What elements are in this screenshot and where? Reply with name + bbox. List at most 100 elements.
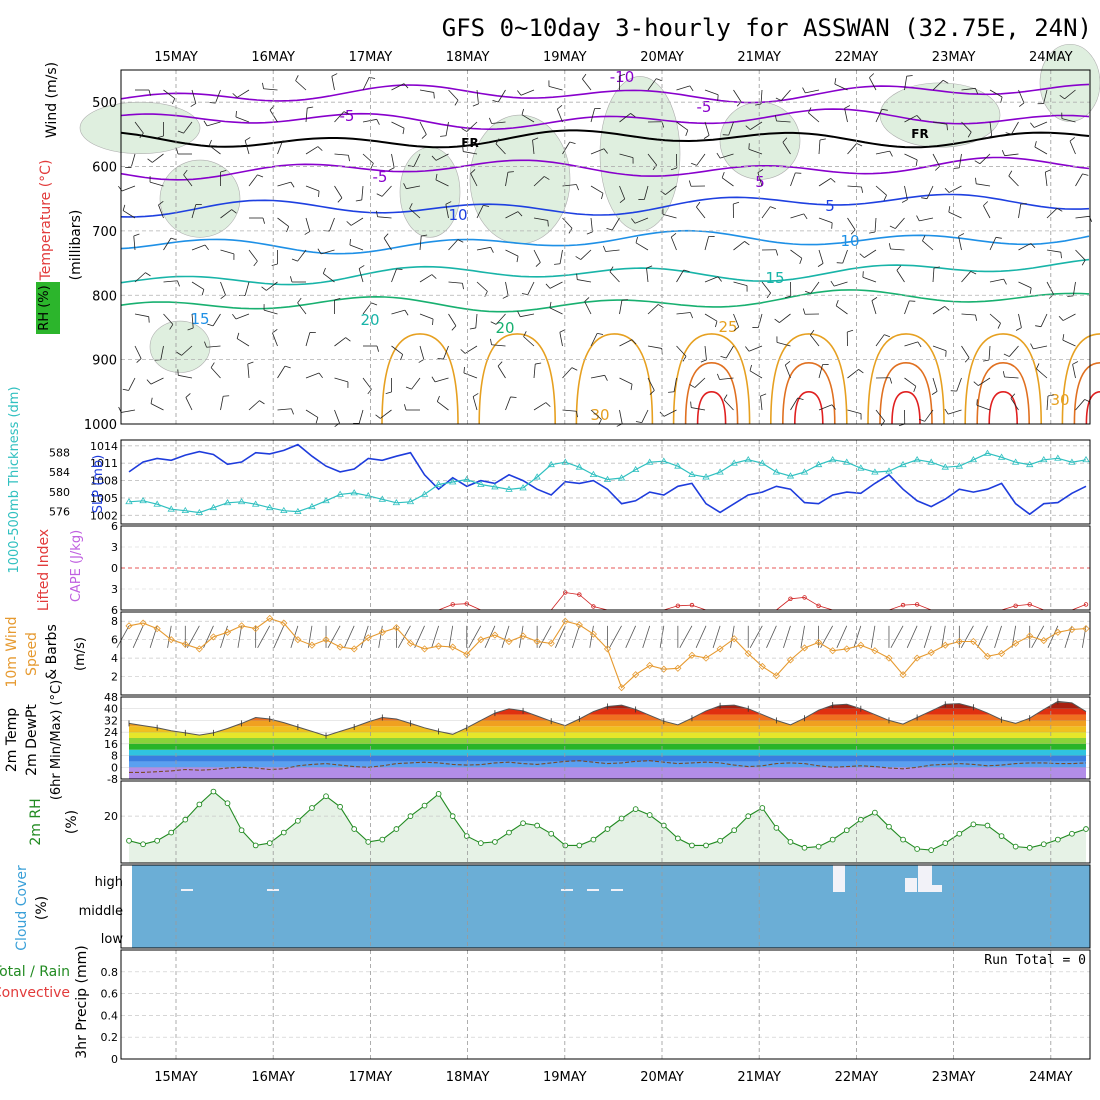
wind-barb-flag xyxy=(257,174,264,178)
wind-speed-point xyxy=(646,661,654,670)
rh-point xyxy=(210,788,217,795)
wind-barb xyxy=(448,239,459,251)
wind-barb-flag xyxy=(146,379,152,385)
wind-speed-point xyxy=(1040,637,1048,645)
wind-barb xyxy=(647,304,659,315)
wind-barb xyxy=(932,153,940,167)
wind-barb xyxy=(835,305,848,315)
date-label-top: 17MAY xyxy=(349,50,393,65)
wind-barb xyxy=(497,365,506,379)
wind-barb xyxy=(784,364,791,379)
wind-barb xyxy=(790,172,796,187)
wind-barb xyxy=(1046,207,1058,219)
surface-wind-barb xyxy=(625,625,637,648)
thickness-point xyxy=(1040,455,1048,463)
wind-barb xyxy=(895,217,905,229)
wind-barb-flag xyxy=(916,215,920,222)
wind-barb xyxy=(1044,172,1048,187)
wind-barb xyxy=(377,216,392,219)
wind-barb-flag xyxy=(547,220,549,227)
wind-barb-flag xyxy=(1069,137,1075,142)
cape-label: CAPE (J/kg) xyxy=(69,530,84,602)
wind-barb xyxy=(781,89,791,101)
wind-barb-flag xyxy=(317,248,322,255)
wind-barb xyxy=(183,174,193,187)
wind-speed-point xyxy=(533,637,541,646)
temp-band xyxy=(129,720,1086,727)
wind-barb xyxy=(665,185,677,195)
wind-barb xyxy=(277,408,292,411)
wind-barb xyxy=(266,281,278,291)
surface-wind-barb xyxy=(237,625,242,648)
panel-frame-wind xyxy=(120,611,1091,696)
surface-wind-barb xyxy=(836,625,848,648)
wind-speed-point xyxy=(505,637,513,646)
cape-line xyxy=(550,592,608,611)
wind-barb-flag xyxy=(921,197,928,200)
wind-barb xyxy=(590,108,596,123)
wind-barb xyxy=(475,313,478,328)
wind-barb xyxy=(562,141,571,155)
wind-barb-flag xyxy=(554,263,561,265)
wind-barb xyxy=(505,172,509,187)
wind-barb xyxy=(305,185,320,192)
contour-label: 10 xyxy=(448,206,467,224)
temp-tick-label: 0 xyxy=(111,761,118,774)
wind-barb xyxy=(696,153,706,166)
wind-barb-flag xyxy=(376,193,383,197)
thickness-point xyxy=(491,483,499,490)
thickness-point xyxy=(153,500,161,507)
wind-speed-point xyxy=(730,635,738,643)
cape-line xyxy=(1071,604,1087,611)
rh-point xyxy=(815,843,822,850)
wind-barb xyxy=(896,270,905,283)
wind-barb xyxy=(476,89,479,104)
thickness-line xyxy=(128,452,1087,514)
wind-barb-flag xyxy=(532,137,539,141)
wind-barb xyxy=(676,269,685,283)
rh-point xyxy=(280,829,287,836)
wind-barb xyxy=(748,148,763,155)
wind-barb xyxy=(320,249,335,255)
warm-lobe-7-0 xyxy=(1061,333,1100,425)
wind-speed-point xyxy=(139,619,147,627)
wind-barb-flag xyxy=(517,211,523,217)
isotherm-line-6 xyxy=(120,258,1090,286)
rh-point xyxy=(379,836,386,843)
rh-point xyxy=(168,829,175,836)
wind-barb-flag xyxy=(785,361,791,366)
wind-speed-point xyxy=(308,641,316,649)
wind-barb-flag xyxy=(549,301,552,308)
cloud-gap-7 xyxy=(918,865,932,892)
wind-barb xyxy=(1033,121,1048,128)
thickness-point xyxy=(406,497,415,505)
wind-barb-flag xyxy=(385,391,392,394)
wind-barb xyxy=(495,143,506,155)
wind-barb xyxy=(1075,173,1083,187)
rh-point xyxy=(942,840,949,846)
wind-barb-flag xyxy=(576,184,579,191)
wind-barb-flag xyxy=(370,163,374,169)
wind-barb xyxy=(694,377,706,388)
wind-barb xyxy=(295,80,307,91)
wind-barb xyxy=(409,208,421,219)
wind-barb-flag xyxy=(235,110,237,118)
rh-point xyxy=(463,833,470,839)
wind-barb-flag xyxy=(349,238,351,246)
contour-label: 10 xyxy=(840,232,859,250)
wind-barb-flag xyxy=(901,199,908,203)
wind-barb xyxy=(419,274,433,283)
isotherm-line-0 xyxy=(120,83,1090,104)
thickness-point xyxy=(1068,458,1076,465)
wind-barb xyxy=(611,217,620,231)
rh-point xyxy=(1026,844,1033,851)
wind-barb xyxy=(875,409,885,422)
wind-barb xyxy=(491,344,506,347)
wind-barb xyxy=(183,121,193,134)
temp-tick-label: 24 xyxy=(104,726,118,739)
wind-barb-flag xyxy=(808,107,812,113)
chart-title: GFS 0~10day 3-hourly for ASSWAN (32.75E,… xyxy=(442,14,1092,42)
wind-barb xyxy=(448,89,459,101)
wind-barb-flag xyxy=(835,300,839,306)
wind-barb xyxy=(163,280,178,283)
